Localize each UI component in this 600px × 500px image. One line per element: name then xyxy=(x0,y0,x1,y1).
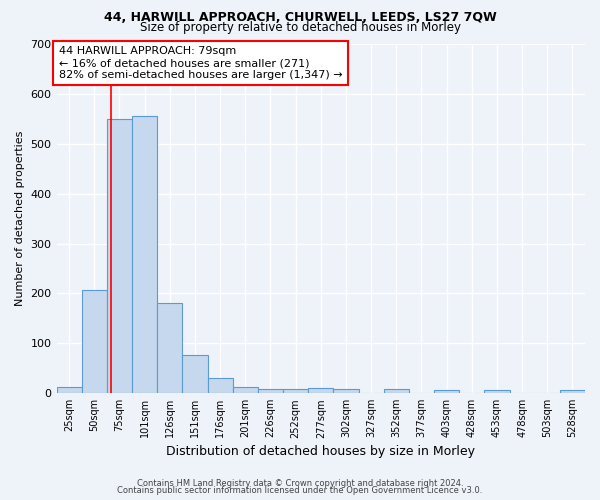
Bar xyxy=(132,116,157,393)
Bar xyxy=(308,388,334,393)
Bar xyxy=(208,378,233,393)
Text: 44 HARWILL APPROACH: 79sqm
← 16% of detached houses are smaller (271)
82% of sem: 44 HARWILL APPROACH: 79sqm ← 16% of deta… xyxy=(59,46,342,80)
Bar xyxy=(233,387,258,393)
Bar xyxy=(484,390,509,393)
Bar xyxy=(182,355,208,393)
Text: Contains HM Land Registry data © Crown copyright and database right 2024.: Contains HM Land Registry data © Crown c… xyxy=(137,478,463,488)
Bar xyxy=(383,389,409,393)
Bar xyxy=(334,389,359,393)
Text: 44, HARWILL APPROACH, CHURWELL, LEEDS, LS27 7QW: 44, HARWILL APPROACH, CHURWELL, LEEDS, L… xyxy=(104,11,496,24)
Text: Contains public sector information licensed under the Open Government Licence v3: Contains public sector information licen… xyxy=(118,486,482,495)
Bar xyxy=(82,290,107,393)
Bar xyxy=(258,389,283,393)
Bar xyxy=(560,390,585,393)
Y-axis label: Number of detached properties: Number of detached properties xyxy=(15,131,25,306)
Bar xyxy=(107,119,132,393)
Bar xyxy=(283,389,308,393)
Text: Size of property relative to detached houses in Morley: Size of property relative to detached ho… xyxy=(139,22,461,35)
X-axis label: Distribution of detached houses by size in Morley: Distribution of detached houses by size … xyxy=(166,444,475,458)
Bar xyxy=(434,390,459,393)
Bar xyxy=(56,387,82,393)
Bar xyxy=(157,304,182,393)
